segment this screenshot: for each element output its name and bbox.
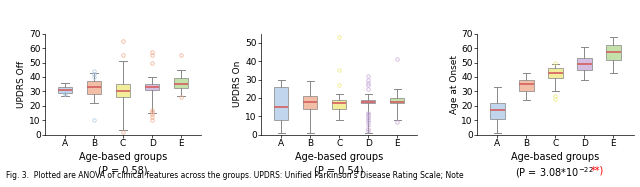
Text: Age-based groups: Age-based groups	[79, 152, 167, 162]
Y-axis label: Age at Onset: Age at Onset	[449, 55, 458, 114]
PathPatch shape	[490, 103, 504, 119]
PathPatch shape	[87, 81, 101, 94]
PathPatch shape	[606, 45, 621, 60]
Text: **): **)	[591, 165, 604, 175]
PathPatch shape	[519, 80, 534, 91]
PathPatch shape	[390, 98, 404, 103]
Text: Fig. 3.  Plotted are ANOVA of clinical features across the groups. UPDRS: Unifie: Fig. 3. Plotted are ANOVA of clinical fe…	[6, 171, 464, 180]
Y-axis label: UPDRS On: UPDRS On	[234, 61, 243, 107]
Y-axis label: UPDRS Off: UPDRS Off	[17, 61, 26, 108]
Text: Age-based groups: Age-based groups	[295, 152, 383, 162]
PathPatch shape	[145, 84, 159, 90]
Text: (P = 0.54): (P = 0.54)	[314, 165, 364, 175]
PathPatch shape	[332, 100, 346, 109]
Text: (P = 3.08*10$^{-22}$: (P = 3.08*10$^{-22}$	[515, 165, 595, 180]
PathPatch shape	[303, 96, 317, 109]
Text: Age-based groups: Age-based groups	[511, 152, 600, 162]
PathPatch shape	[577, 58, 591, 70]
PathPatch shape	[274, 87, 289, 120]
PathPatch shape	[116, 84, 131, 97]
PathPatch shape	[361, 100, 376, 103]
PathPatch shape	[58, 87, 72, 93]
Text: (P = 0.58): (P = 0.58)	[99, 165, 148, 175]
PathPatch shape	[174, 78, 188, 88]
PathPatch shape	[548, 68, 563, 78]
